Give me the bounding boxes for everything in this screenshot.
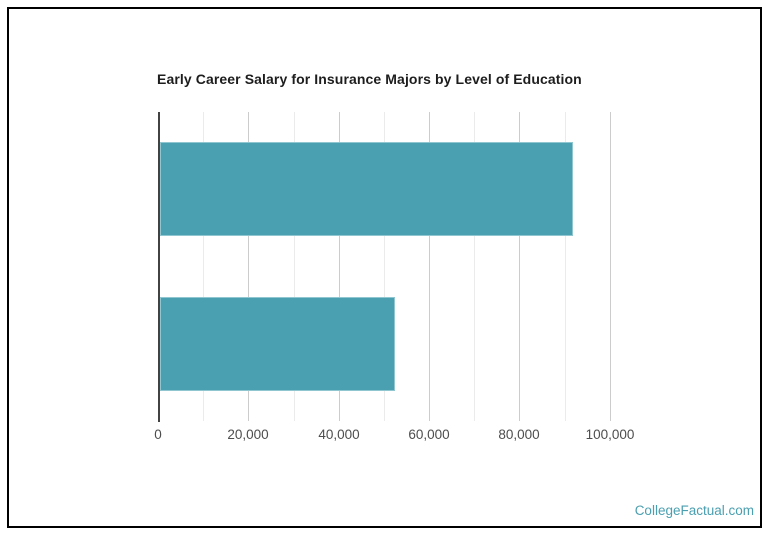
major-gridline xyxy=(339,112,340,421)
minor-gridline xyxy=(203,112,204,421)
major-gridline xyxy=(610,112,611,421)
minor-gridline xyxy=(474,112,475,421)
major-gridline xyxy=(248,112,249,421)
major-gridline xyxy=(519,112,520,421)
x-axis-labels: 0 20,000 40,000 60,000 80,000 100,000 xyxy=(0,427,770,447)
major-gridline xyxy=(429,112,430,421)
minor-gridline xyxy=(384,112,385,421)
bar-1 xyxy=(160,142,573,236)
y-axis-line xyxy=(158,112,160,422)
bar-2 xyxy=(160,297,395,391)
collegefactual-link[interactable]: CollegeFactual.com xyxy=(634,503,754,518)
plot-area xyxy=(158,112,655,422)
minor-gridline xyxy=(565,112,566,421)
x-tick-label: 40,000 xyxy=(318,427,360,442)
x-tick-label: 0 xyxy=(154,427,162,442)
x-tick-label: 60,000 xyxy=(408,427,450,442)
x-tick-label: 20,000 xyxy=(227,427,269,442)
chart-title: Early Career Salary for Insurance Majors… xyxy=(157,71,582,87)
x-tick-label: 100,000 xyxy=(585,427,635,442)
x-tick-label: 80,000 xyxy=(498,427,540,442)
minor-gridline xyxy=(294,112,295,421)
